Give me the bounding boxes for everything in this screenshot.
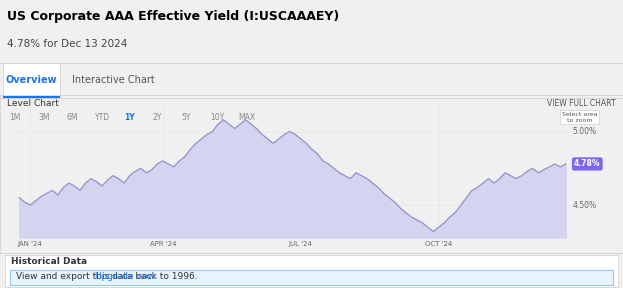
Text: Historical Data: Historical Data [11, 257, 87, 266]
Text: JUL '24: JUL '24 [289, 241, 313, 247]
Text: Level Chart: Level Chart [7, 99, 59, 108]
Text: Upgrade now.: Upgrade now. [95, 272, 157, 281]
Text: VIEW FULL CHART: VIEW FULL CHART [547, 99, 616, 108]
Text: 2Y: 2Y [153, 113, 162, 122]
Text: Overview: Overview [6, 75, 57, 85]
Text: 1M: 1M [9, 113, 21, 122]
Text: 4.50%: 4.50% [573, 201, 597, 210]
Bar [3, 96, 60, 98]
Text: 4.78% for Dec 13 2024: 4.78% for Dec 13 2024 [7, 39, 128, 49]
Text: 3M: 3M [38, 113, 49, 122]
Text: 6M: 6M [67, 113, 78, 122]
Text: JAN '24: JAN '24 [18, 241, 42, 247]
Text: Interactive Chart: Interactive Chart [72, 75, 155, 85]
Text: View and export this data back to 1996.: View and export this data back to 1996. [16, 272, 201, 281]
Text: YTD: YTD [95, 113, 110, 122]
Text: US Corporate AAA Effective Yield (I:USCAAAEY): US Corporate AAA Effective Yield (I:USCA… [7, 10, 340, 22]
Text: 10Y: 10Y [210, 113, 224, 122]
Text: 5.00%: 5.00% [573, 127, 597, 136]
Text: 4.78%: 4.78% [574, 160, 601, 168]
Bar [10, 270, 613, 285]
Bar [3, 63, 60, 98]
Text: 1Y: 1Y [124, 113, 135, 122]
Text: OCT '24: OCT '24 [425, 241, 452, 247]
Text: Select area
to zoom: Select area to zoom [562, 112, 597, 123]
Text: MAX: MAX [239, 113, 255, 122]
Text: 5Y: 5Y [181, 113, 191, 122]
Text: APR '24: APR '24 [150, 241, 176, 247]
